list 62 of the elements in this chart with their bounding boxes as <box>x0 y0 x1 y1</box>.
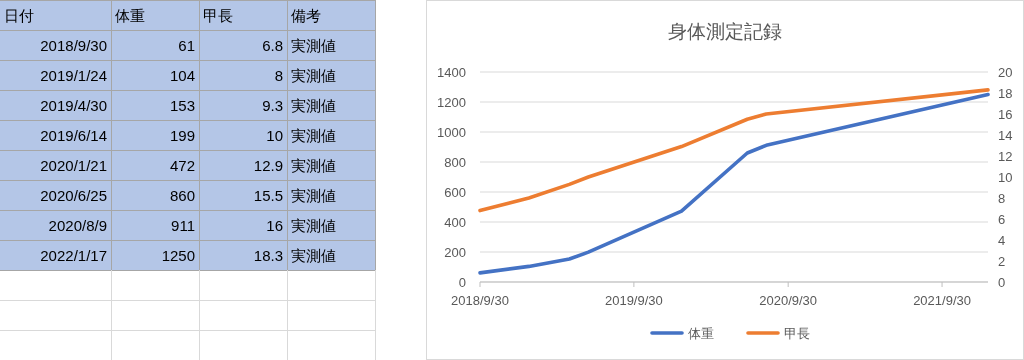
y2-tick-label: 16 <box>998 107 1013 122</box>
text: 2019/6/14 <box>40 127 107 144</box>
text: 15.5 <box>253 187 283 204</box>
y2-tick-label: 8 <box>998 191 1006 206</box>
y2-tick-label: 2 <box>998 254 1006 269</box>
text: 2019/1/24 <box>40 67 107 84</box>
text: 備考 <box>291 7 321 24</box>
y-tick-label: 0 <box>458 275 466 290</box>
text: 1250 <box>161 247 195 264</box>
x-tick-label: 2019/9/30 <box>604 293 663 308</box>
x-tick-label: 2021/9/30 <box>913 293 971 308</box>
y-tick-label: 1400 <box>437 65 466 80</box>
chart-title: 身体測定記録 <box>668 21 782 42</box>
text: 61 <box>178 37 195 54</box>
text: 472 <box>169 157 195 174</box>
y2-tick-label: 20 <box>998 65 1013 80</box>
text: 10 <box>266 127 283 144</box>
legend-label: 甲長 <box>784 326 810 341</box>
text: 199 <box>169 127 195 144</box>
y-tick-label: 800 <box>444 155 466 170</box>
text: 実測値 <box>291 247 336 264</box>
y2-tick-label: 18 <box>998 86 1013 101</box>
y-tick-label: 400 <box>444 215 466 230</box>
text: 体重 <box>115 7 145 24</box>
y2-tick-label: 0 <box>998 275 1006 290</box>
y-tick-label: 600 <box>444 185 466 200</box>
text: 2020/8/9 <box>48 217 107 234</box>
text: 12.9 <box>253 157 283 174</box>
text: 2020/1/21 <box>40 157 107 174</box>
text: 実測値 <box>291 157 336 174</box>
text: 16 <box>266 217 283 234</box>
text: 甲長 <box>203 7 233 24</box>
y-tick-label: 1200 <box>437 95 466 110</box>
text: 実測値 <box>291 37 336 54</box>
text: 実測値 <box>291 67 336 84</box>
text: 2018/9/30 <box>40 37 107 54</box>
y-tick-label: 200 <box>444 245 466 260</box>
text: 911 <box>171 217 195 234</box>
text: 8 <box>274 67 283 84</box>
y-tick-label: 1000 <box>437 125 466 140</box>
text: 日付 <box>4 7 34 24</box>
y2-tick-label: 6 <box>998 212 1006 227</box>
text: 153 <box>169 97 195 114</box>
text: 実測値 <box>291 127 336 144</box>
legend-label: 体重 <box>688 326 714 341</box>
text: 2020/6/25 <box>40 187 107 204</box>
text: 実測値 <box>291 187 336 204</box>
text: 2019/4/30 <box>40 97 107 114</box>
y2-tick-label: 10 <box>998 170 1013 185</box>
text: 実測値 <box>291 217 336 234</box>
y2-tick-label: 4 <box>998 233 1006 248</box>
x-tick-label: 2020/9/30 <box>759 293 818 308</box>
text: 実測値 <box>291 97 336 114</box>
y2-tick-label: 14 <box>998 128 1013 143</box>
text: 860 <box>169 187 195 204</box>
text: 2022/1/17 <box>40 247 107 264</box>
text: 6.8 <box>262 37 283 54</box>
text: 104 <box>169 67 195 84</box>
y2-tick-label: 12 <box>998 149 1013 164</box>
text: 9.3 <box>262 97 283 114</box>
x-tick-label: 2018/9/30 <box>451 293 509 308</box>
text: 18.3 <box>253 247 283 264</box>
